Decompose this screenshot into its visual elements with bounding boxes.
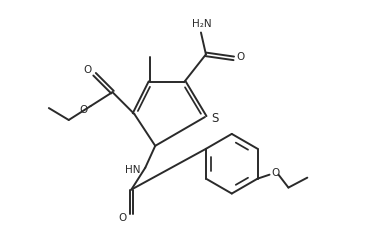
Text: O: O xyxy=(84,65,92,75)
Text: O: O xyxy=(271,168,280,178)
Text: O: O xyxy=(79,105,88,115)
Text: O: O xyxy=(118,213,127,223)
Text: HN: HN xyxy=(125,165,140,175)
Text: H₂N: H₂N xyxy=(192,19,212,29)
Text: S: S xyxy=(211,113,219,126)
Text: O: O xyxy=(236,52,245,62)
